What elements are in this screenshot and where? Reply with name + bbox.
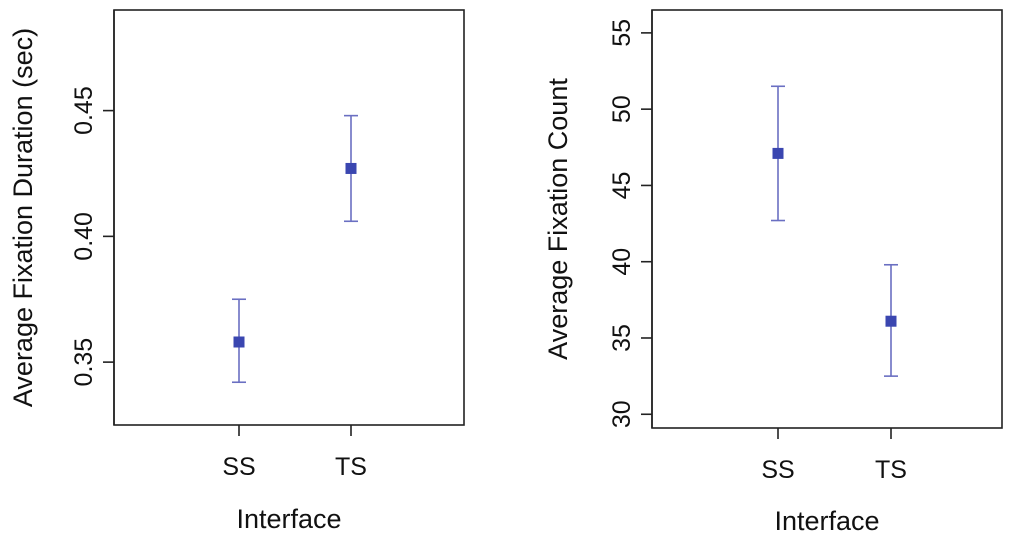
data-marks [771,85,898,377]
data-point-ss [233,336,245,348]
data-marks [232,114,358,384]
plot-frame [651,9,1003,429]
y-tick-label: 0.45 [70,86,98,135]
data-point-ts [345,162,357,174]
x-axis: SS TS [222,425,367,481]
plot-frame [113,9,465,426]
y-tick-label: 55 [608,19,636,47]
x-axis-title: Interface [774,506,879,536]
y-axis-title: Average Fixation Count [543,78,573,360]
x-tick-label-ts: TS [875,456,907,484]
y-tick-label: 50 [608,95,636,123]
y-tick-label: 0.40 [70,212,98,261]
x-axis: SS TS [761,428,907,484]
y-axis: 0.35 0.40 0.45 [70,86,114,386]
y-tick-label: 45 [608,172,636,200]
y-tick-label: 0.35 [70,338,98,387]
y-tick-label: 40 [608,248,636,276]
data-point-ss [772,147,784,159]
y-tick-label: 30 [608,400,636,428]
count-chart: 30 35 40 45 50 55 SS TS Interface Average Fixa… [543,9,1003,536]
x-tick-label-ts: TS [335,453,367,481]
x-tick-label-ss: SS [222,453,255,481]
data-point-ts [885,315,897,327]
duration-chart: 0.35 0.40 0.45 SS TS Interface Average Fixa… [8,9,465,534]
x-axis-title: Interface [236,504,341,534]
y-axis-title: Average Fixation Duration (sec) [8,28,38,407]
y-tick-label: 35 [608,324,636,352]
x-tick-label-ss: SS [761,456,794,484]
y-axis: 30 35 40 45 50 55 [608,19,652,428]
